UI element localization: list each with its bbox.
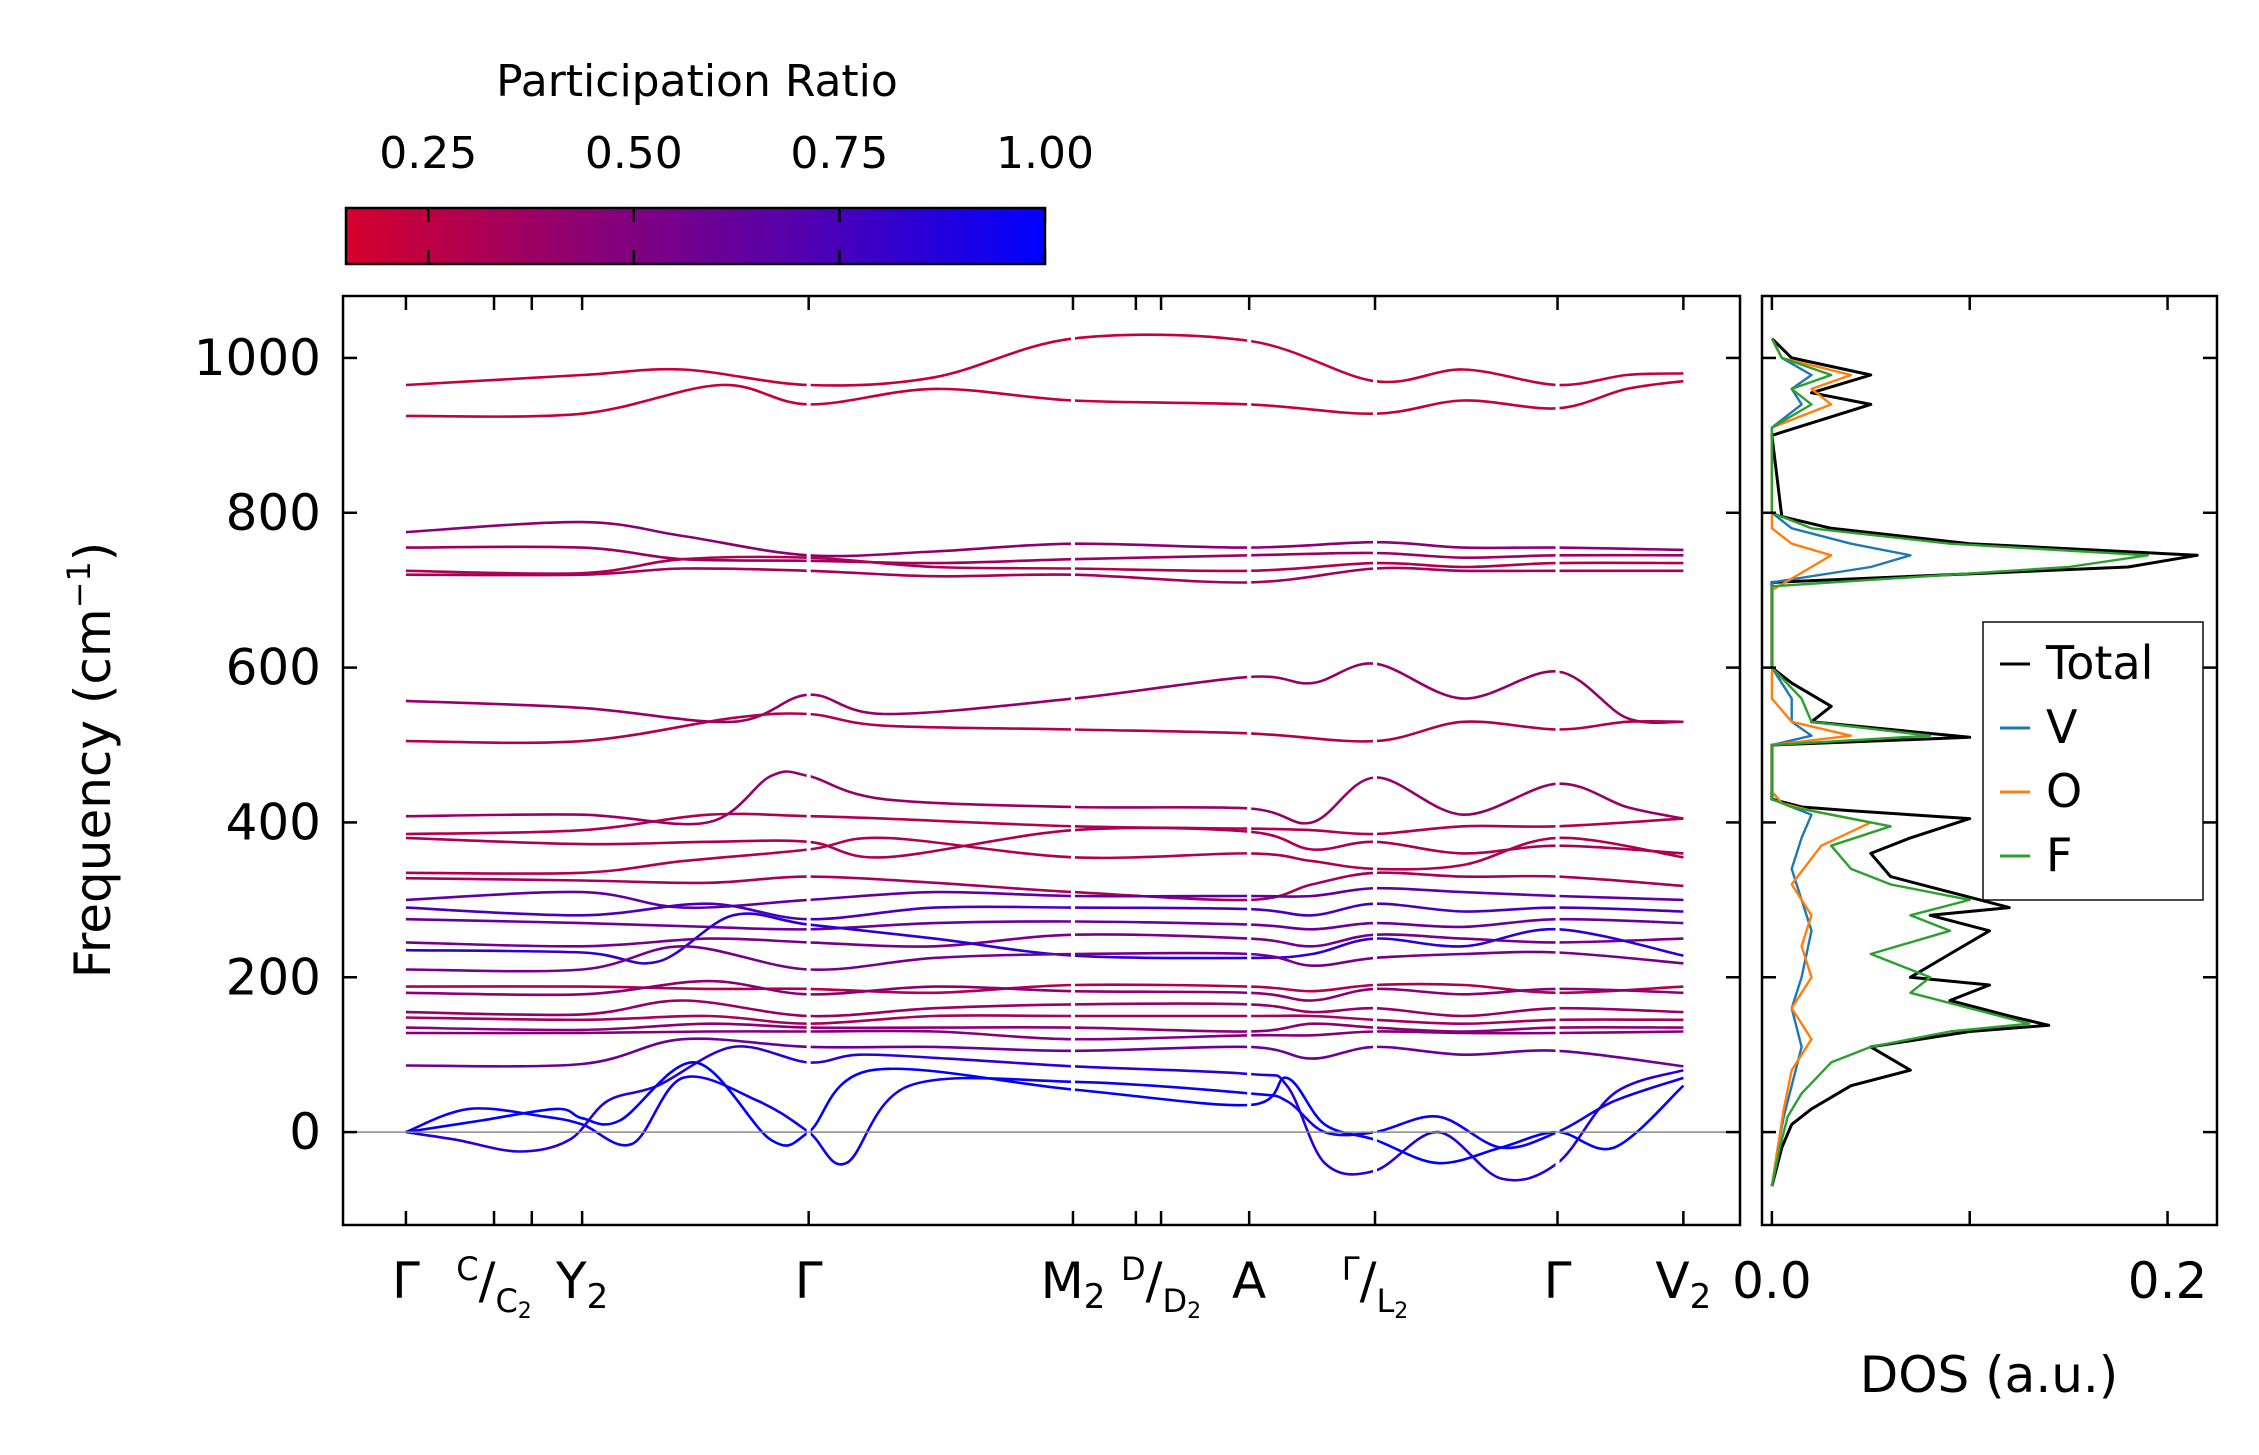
legend-frame	[1982, 621, 2204, 901]
dos-plot-frame	[1760, 294, 2219, 1227]
band-line	[405, 979, 1684, 1002]
band-line	[405, 770, 1684, 826]
colorbar-tick-label: 0.25	[379, 128, 477, 179]
path-label: V2	[1655, 1252, 1711, 1317]
path-label: Γ/L2	[1342, 1250, 1409, 1324]
band-line	[405, 836, 1684, 875]
y-tick-label: 400	[226, 793, 321, 851]
band-line	[405, 520, 1684, 558]
legend-label: O	[2046, 764, 2082, 818]
path-label: M2	[1041, 1252, 1106, 1317]
band-line	[405, 917, 1684, 931]
band-lines	[405, 298, 1685, 1223]
path-label: Γ	[795, 1252, 823, 1310]
path-label: A	[1232, 1252, 1266, 1310]
segment-break	[1373, 298, 1378, 1223]
band-line	[405, 566, 1684, 584]
band-line	[405, 982, 1684, 995]
band-line	[405, 712, 1684, 745]
legend-label: Total	[2045, 636, 2153, 690]
band-line	[405, 1022, 1684, 1033]
band-line	[405, 379, 1684, 418]
band-line	[405, 1014, 1684, 1026]
colorbar-ticks: 0.25 0.50 0.75 1.00	[379, 128, 1094, 264]
band-line	[405, 933, 1684, 948]
y-tick-label: 200	[226, 948, 321, 1006]
band-line	[405, 1029, 1684, 1041]
colorbar-tick-label: 1.00	[996, 128, 1094, 179]
dos-x-tick-label: 0.2	[2128, 1252, 2208, 1310]
path-label: D/D2	[1121, 1250, 1201, 1324]
dos-series-f	[1770, 338, 2150, 1187]
segment-break	[1555, 298, 1560, 1223]
y-tick-label: 600	[226, 639, 321, 697]
band-line	[405, 886, 1684, 910]
band-plot-frame	[341, 294, 1742, 1227]
path-label: Γ	[1544, 1252, 1572, 1310]
y-tick-label: 800	[226, 484, 321, 542]
band-line	[405, 999, 1684, 1018]
band-line	[405, 1045, 1684, 1182]
legend-label: F	[2046, 828, 2072, 882]
band-line	[405, 662, 1684, 725]
colorbar-tick-label: 0.75	[790, 128, 888, 179]
band-line	[405, 555, 1684, 576]
band-y-ticks: 0 200 400 600 800 1000	[194, 329, 1740, 1161]
segment-break	[806, 298, 811, 1223]
path-label: C/C2	[456, 1250, 532, 1324]
y-tick-label: 0	[289, 1103, 321, 1161]
dos-x-tick-label: 0.0	[1732, 1252, 1812, 1310]
band-line	[405, 545, 1684, 565]
dos-x-axis-label: DOS (a.u.)	[1860, 1346, 2119, 1404]
y-axis-label: Frequency (cm−1)	[60, 542, 122, 979]
band-line	[405, 902, 1684, 921]
dos-ticks: 0.0 0.2	[1732, 296, 2217, 1310]
band-line	[405, 812, 1684, 836]
band-line	[405, 1037, 1684, 1068]
dos-series-total	[1770, 337, 2199, 1187]
path-label: Y2	[555, 1252, 608, 1317]
path-label: Γ	[392, 1252, 420, 1310]
segment-break	[1070, 298, 1075, 1223]
band-line	[405, 1061, 1685, 1165]
band-line	[405, 333, 1684, 387]
legend-label: V	[2046, 700, 2078, 754]
band-line	[405, 826, 1684, 859]
dos-lines	[1770, 337, 2199, 1187]
dos-series-o	[1770, 338, 1873, 1187]
band-x-ticks: Γ C/C2 Y2 Γ M2D/D2 A Γ/L2 Γ V2	[392, 296, 1711, 1324]
band-line	[405, 944, 1684, 973]
segment-break	[1247, 298, 1252, 1223]
colorbar	[344, 206, 1047, 266]
band-line	[405, 871, 1684, 902]
y-tick-label: 1000	[194, 329, 321, 387]
colorbar-tick-label: 0.50	[585, 128, 683, 179]
colorbar-title: Participation Ratio	[496, 56, 898, 107]
dos-legend: Total VOF	[1982, 621, 2204, 901]
